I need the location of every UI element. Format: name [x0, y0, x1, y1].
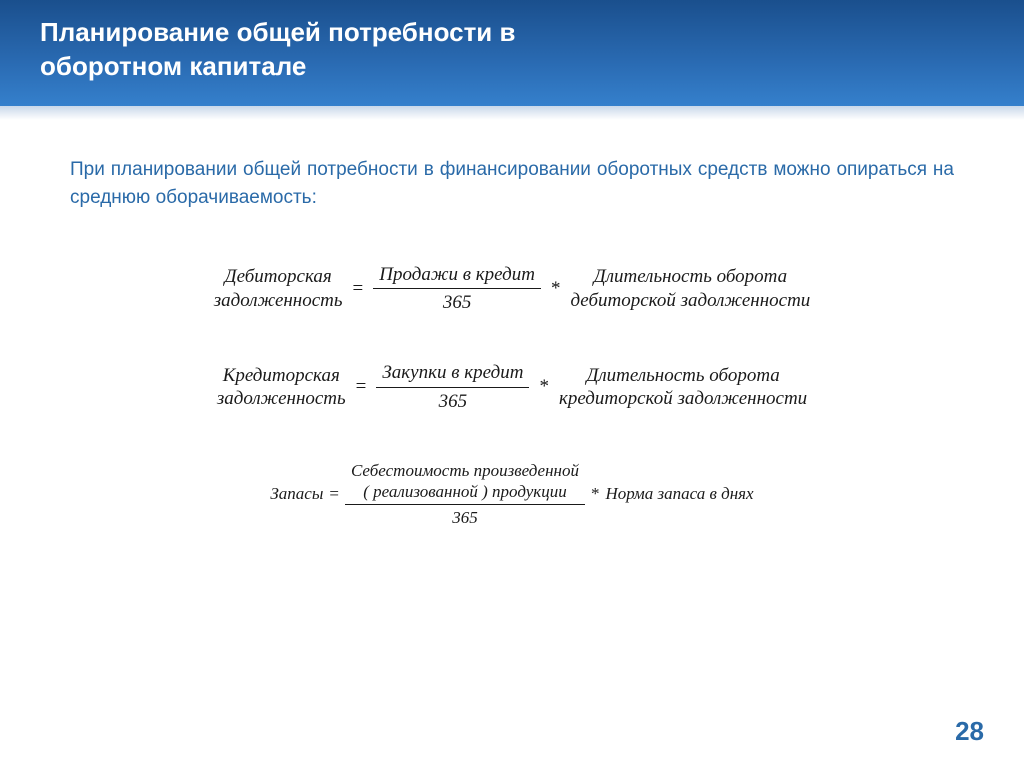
f1-rhs-top: Длительность оборота [594, 265, 787, 289]
f1-lhs-top: Дебиторская [224, 265, 331, 289]
f2-lhs: Кредиторская задолженность [217, 364, 346, 412]
multiply-sign: * [529, 376, 559, 398]
equals-sign: = [346, 376, 377, 398]
formula-inventory: Запасы = Себестоимость произведенной ( р… [70, 460, 954, 529]
f3-numerator: Себестоимость произведенной ( реализован… [345, 460, 585, 505]
multiply-sign: * [541, 278, 571, 300]
f2-fraction: Закупки в кредит 365 [376, 361, 529, 414]
formula-payables: Кредиторская задолженность = Закупки в к… [70, 361, 954, 414]
slide-header: Планирование общей потребности в оборотн… [0, 0, 1024, 106]
formula-receivables: Дебиторская задолженность = Продажи в кр… [70, 263, 954, 316]
f2-lhs-bot: задолженность [217, 387, 346, 411]
f2-numerator: Закупки в кредит [376, 361, 529, 387]
f2-rhs-top: Длительность оборота [586, 364, 779, 388]
multiply-sign: * [585, 484, 606, 504]
title-line-2: оборотном капитале [40, 51, 306, 81]
f2-rhs: Длительность оборота кредиторской задолж… [559, 364, 807, 412]
f1-lhs: Дебиторская задолженность [214, 265, 343, 313]
f1-denominator: 365 [437, 289, 478, 315]
f2-lhs-top: Кредиторская [223, 364, 340, 388]
f3-num-top: Себестоимость произведенной [351, 460, 579, 481]
equals-sign: = [323, 484, 345, 504]
title-line-1: Планирование общей потребности в [40, 17, 516, 47]
f1-numerator: Продажи в кредит [373, 263, 541, 289]
f1-lhs-bot: задолженность [214, 289, 343, 313]
intro-text: При планировании общей потребности в фин… [70, 156, 954, 213]
slide-content: При планировании общей потребности в фин… [0, 106, 1024, 529]
f3-rhs: Норма запаса в днях [605, 484, 753, 504]
f3-fraction: Себестоимость произведенной ( реализован… [345, 460, 585, 529]
f1-rhs: Длительность оборота дебиторской задолже… [570, 265, 810, 313]
f3-lhs: Запасы [270, 484, 323, 504]
f1-rhs-bot: дебиторской задолженности [570, 289, 810, 313]
slide-title: Планирование общей потребности в оборотн… [40, 16, 984, 84]
f1-fraction: Продажи в кредит 365 [373, 263, 541, 316]
f2-denominator: 365 [433, 388, 474, 414]
f3-denominator: 365 [446, 505, 484, 528]
equals-sign: = [343, 278, 374, 300]
f2-rhs-bot: кредиторской задолженности [559, 387, 807, 411]
page-number: 28 [955, 716, 984, 747]
f3-num-bot: ( реализованной ) продукции [363, 481, 567, 502]
